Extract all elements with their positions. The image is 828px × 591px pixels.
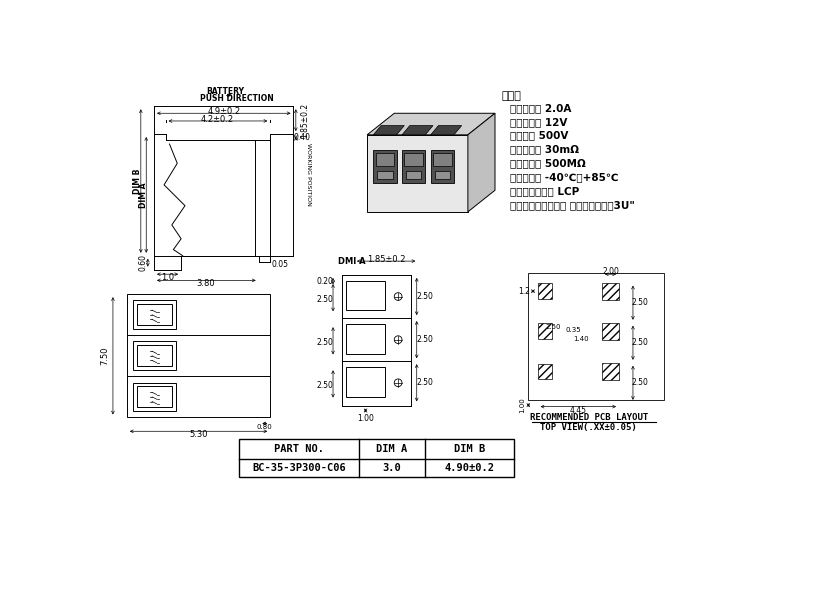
Bar — [537, 284, 551, 299]
Polygon shape — [373, 126, 404, 135]
Bar — [133, 382, 176, 411]
Text: 1.2: 1.2 — [518, 287, 529, 296]
Text: 接接触点（材质）： 磷销，触点镑金3U": 接接触点（材质）： 磷销，触点镑金3U" — [510, 200, 634, 210]
Bar — [137, 304, 171, 325]
Bar — [133, 300, 176, 329]
Bar — [346, 281, 384, 310]
Bar — [137, 387, 171, 407]
Text: 2.50: 2.50 — [416, 378, 432, 387]
Bar — [537, 363, 551, 379]
Bar — [432, 152, 451, 165]
Text: 0.05: 0.05 — [272, 261, 288, 269]
Bar — [601, 323, 619, 340]
Text: 4.45: 4.45 — [569, 406, 585, 415]
Bar — [133, 342, 176, 370]
Bar — [431, 150, 454, 183]
Text: 2.50: 2.50 — [316, 295, 334, 304]
Text: 1.00: 1.00 — [357, 414, 373, 423]
Text: DIM B: DIM B — [453, 444, 484, 454]
Text: 2.50: 2.50 — [631, 338, 647, 348]
Text: 1.85±0.2: 1.85±0.2 — [367, 255, 405, 264]
Text: 4.9±0.2: 4.9±0.2 — [207, 107, 240, 116]
Text: 2.50: 2.50 — [316, 381, 334, 390]
Text: 2.00: 2.00 — [601, 267, 619, 275]
Text: BATTERY: BATTERY — [206, 87, 244, 96]
Text: 4.90±0.2: 4.90±0.2 — [444, 463, 493, 473]
Bar — [137, 345, 171, 366]
Text: DIM A: DIM A — [376, 444, 407, 454]
Text: 接触电限： 30mΩ: 接触电限： 30mΩ — [510, 144, 579, 154]
Text: 2.50: 2.50 — [545, 324, 561, 330]
Polygon shape — [402, 126, 432, 135]
Text: 7.50: 7.50 — [100, 346, 109, 365]
Bar — [346, 324, 384, 353]
Text: 1.0: 1.0 — [161, 273, 174, 282]
Text: 5.30: 5.30 — [189, 430, 208, 439]
Bar — [601, 363, 619, 379]
Text: 1.00: 1.00 — [518, 397, 524, 413]
Text: 1.85±0.2: 1.85±0.2 — [301, 103, 309, 138]
Text: WORKING POSITION: WORKING POSITION — [306, 144, 311, 206]
Bar — [601, 282, 619, 300]
Polygon shape — [367, 113, 494, 135]
Bar — [434, 171, 450, 178]
Bar — [367, 135, 467, 212]
Polygon shape — [431, 126, 461, 135]
Text: 耐电压： 500V: 耐电压： 500V — [510, 131, 568, 141]
Text: TOP VIEW(.XX±0.05): TOP VIEW(.XX±0.05) — [540, 423, 637, 432]
Bar — [406, 171, 421, 178]
Text: 0.20: 0.20 — [316, 277, 334, 285]
Bar — [377, 171, 392, 178]
Text: 塑件（材质）： LCP: 塑件（材质）： LCP — [510, 186, 579, 196]
Polygon shape — [467, 113, 494, 212]
Bar — [527, 274, 663, 401]
Bar — [402, 150, 425, 183]
Text: 2.50: 2.50 — [316, 338, 334, 348]
Text: 0.60: 0.60 — [138, 254, 147, 271]
Text: BC-35-3P300-C06: BC-35-3P300-C06 — [252, 463, 345, 473]
Text: DMI A: DMI A — [338, 256, 366, 265]
Text: 2.50: 2.50 — [631, 378, 647, 387]
Text: 2.50: 2.50 — [416, 292, 432, 301]
Text: DIM A: DIM A — [138, 182, 147, 207]
Text: 性能：: 性能： — [501, 90, 521, 100]
Text: 1.40: 1.40 — [572, 336, 588, 342]
Text: 2.50: 2.50 — [631, 298, 647, 307]
Text: 2.50: 2.50 — [416, 335, 432, 344]
Text: PUSH DIRECTION: PUSH DIRECTION — [200, 94, 274, 103]
Text: RECOMMENDED PCB LAYOUT: RECOMMENDED PCB LAYOUT — [529, 413, 647, 422]
Text: 绣缘电限： 500MΩ: 绣缘电限： 500MΩ — [510, 158, 585, 168]
Bar — [537, 323, 551, 339]
Text: 额定电压： 12V: 额定电压： 12V — [510, 117, 567, 126]
Bar — [127, 294, 270, 417]
Text: DIM B: DIM B — [133, 168, 142, 194]
Bar — [375, 152, 394, 165]
Text: 3.80: 3.80 — [196, 279, 215, 288]
Text: 4.2±0.2: 4.2±0.2 — [200, 115, 233, 124]
Text: 0.35: 0.35 — [565, 327, 580, 333]
Text: 额定电流： 2.0A: 额定电流： 2.0A — [510, 103, 571, 113]
Text: 工作温度： -40℃～+85℃: 工作温度： -40℃～+85℃ — [510, 172, 619, 182]
Text: PART NO.: PART NO. — [273, 444, 324, 454]
Bar — [346, 368, 384, 397]
Bar — [373, 150, 396, 183]
Text: 0.80: 0.80 — [257, 424, 272, 430]
Text: 3.0: 3.0 — [382, 463, 401, 473]
Bar — [404, 152, 422, 165]
Text: 0.40: 0.40 — [293, 134, 310, 142]
Bar — [239, 439, 513, 478]
